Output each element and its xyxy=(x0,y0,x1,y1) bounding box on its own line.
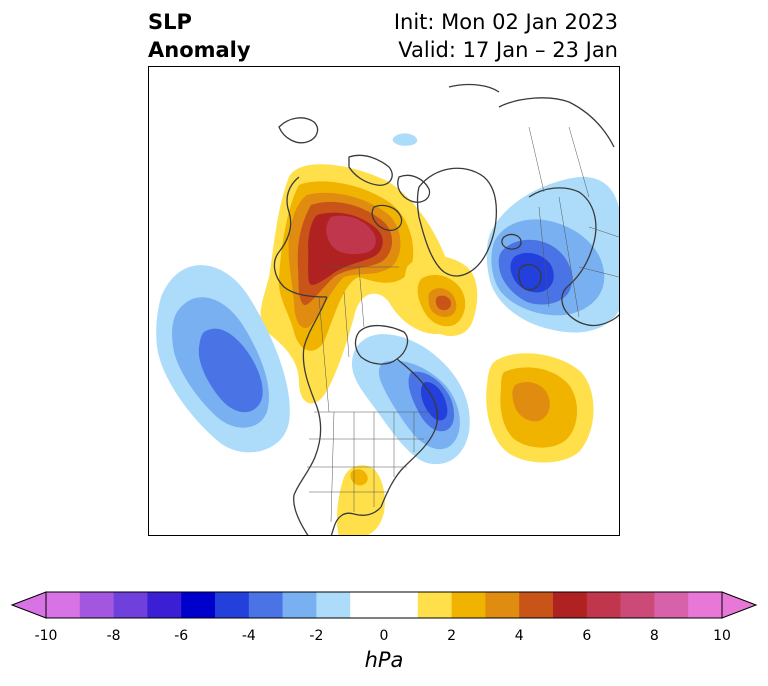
title-line-1: SLP xyxy=(148,10,192,34)
colorbar xyxy=(10,591,758,619)
forecast-dates: Init: Mon 02 Jan 2023 Valid: 17 Jan – 23… xyxy=(394,8,618,64)
colorbar-tick-label: 8 xyxy=(649,628,659,644)
colorbar-segment xyxy=(519,592,554,618)
colorbar-segment xyxy=(451,592,486,618)
colorbar-outline xyxy=(45,591,723,619)
colorbar-tick-label: 0 xyxy=(379,628,389,644)
colorbar-segment xyxy=(350,592,419,618)
scandinavia-low-anomaly xyxy=(486,176,619,333)
colorbar-segment xyxy=(553,592,588,618)
colorbar-tick-label: -6 xyxy=(174,628,189,644)
colorbar-segment xyxy=(417,592,452,618)
colorbar-tick-label: 2 xyxy=(447,628,457,644)
colorbar-segment xyxy=(215,592,250,618)
colorbar-segment xyxy=(79,592,114,618)
map-panel xyxy=(148,66,620,536)
edge-gap xyxy=(149,285,155,319)
title-line-2: Anomaly xyxy=(148,38,251,62)
colorbar-segment xyxy=(620,592,655,618)
colorbar-tick-label: -10 xyxy=(34,628,58,644)
coastlines xyxy=(273,83,619,535)
colorbar-segment xyxy=(46,592,81,618)
colorbar-tick-label: 10 xyxy=(713,628,731,644)
colorbar-segment xyxy=(181,592,216,618)
colorbar-tick-label: -4 xyxy=(241,628,256,644)
polar-low-patch xyxy=(392,133,418,146)
map-title: SLP Anomaly xyxy=(148,8,251,64)
colorbar-tick-label: -2 xyxy=(309,628,324,644)
anomaly-map xyxy=(149,83,619,535)
colorbar-segment xyxy=(485,592,520,618)
init-date: Init: Mon 02 Jan 2023 xyxy=(393,10,618,34)
alaska-high-anomaly xyxy=(260,164,463,404)
colorbar-segment xyxy=(147,592,182,618)
colorbar-extend-low xyxy=(10,591,47,619)
colorbar-segments xyxy=(46,592,723,618)
colorbar-segment xyxy=(282,592,317,618)
colorbar-unit-label: hPa xyxy=(364,648,404,672)
colorbar-segment xyxy=(654,592,689,618)
colorbar-segment xyxy=(586,592,621,618)
valid-date: Valid: 17 Jan – 23 Jan xyxy=(398,38,618,62)
political-boundaries xyxy=(307,126,619,523)
northeast-pacific-low-anomaly xyxy=(156,265,290,453)
colorbar-extend-high xyxy=(721,591,758,619)
colorbar-segment xyxy=(248,592,283,618)
colorbar-segment xyxy=(688,592,723,618)
colorbar-tick-label: -8 xyxy=(106,628,121,644)
mexico-high-anomaly xyxy=(336,465,385,535)
colorbar-segment xyxy=(113,592,148,618)
colorbar-segment xyxy=(316,592,351,618)
north-atlantic-high-anomaly xyxy=(486,353,594,463)
eastern-canada-low-anomaly xyxy=(351,334,470,465)
colorbar-tick-label: 4 xyxy=(514,628,524,644)
colorbar-tick-label: 6 xyxy=(582,628,592,644)
